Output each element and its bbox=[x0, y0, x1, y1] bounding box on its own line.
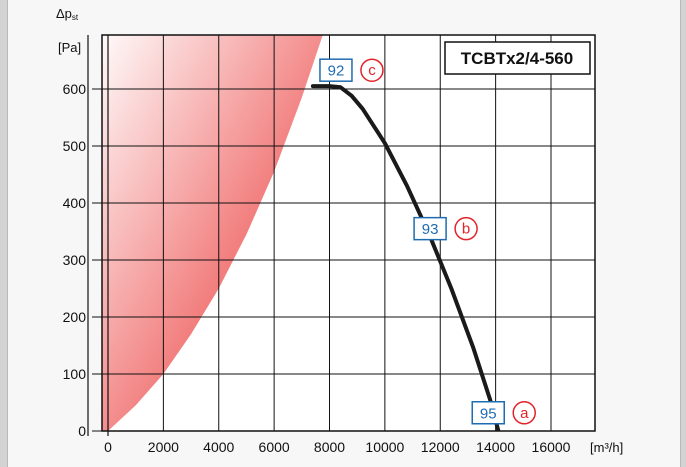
curve-marker: 92 c bbox=[319, 58, 384, 82]
y-tick-label: 600 bbox=[63, 81, 87, 97]
y-tick-label: 400 bbox=[63, 195, 87, 211]
y-tick-label: 500 bbox=[63, 138, 87, 154]
fan-performance-chart: 0 2000 4000 6000 8000 10000 12000 14000 16000 0 1… bbox=[56, 6, 623, 455]
operating-point-letter: b bbox=[462, 221, 470, 238]
efficiency-box bbox=[471, 401, 505, 425]
stall-region bbox=[102, 35, 323, 431]
y-tick-label: 0 bbox=[78, 423, 86, 439]
y-tick-labels: 0 100 200 300 400 500 600 bbox=[63, 81, 87, 439]
chart-title: TCBTx2/4-560 bbox=[461, 49, 573, 68]
x-tick-label: 6000 bbox=[259, 439, 290, 455]
y-tick-label: 300 bbox=[63, 252, 87, 268]
y-axis-subscript: st bbox=[72, 13, 79, 22]
grid bbox=[87, 35, 595, 436]
y-axis-unit: [Pa] bbox=[58, 40, 81, 55]
x-tick-label: 4000 bbox=[203, 439, 234, 455]
x-tick-label: 16000 bbox=[532, 439, 571, 455]
y-axis-label: Δpst bbox=[56, 6, 79, 22]
chart-frame: 0 2000 4000 6000 8000 10000 12000 14000 16000 0 1… bbox=[7, 0, 681, 467]
efficiency-box bbox=[413, 216, 447, 241]
title-box bbox=[444, 41, 591, 75]
x-tick-label: 2000 bbox=[148, 439, 179, 455]
x-tick-label: 12000 bbox=[421, 439, 460, 455]
efficiency-value: 93 bbox=[422, 221, 439, 238]
y-tick-label: 100 bbox=[63, 366, 87, 382]
y-axis-symbol: Δp bbox=[56, 6, 72, 21]
y-tick-label: 200 bbox=[63, 309, 87, 325]
fan-curve-line bbox=[310, 84, 501, 431]
x-axis-label: [m³/h] bbox=[590, 440, 623, 455]
x-tick-label: 0 bbox=[104, 439, 112, 455]
x-tick-label: 14000 bbox=[476, 439, 515, 455]
efficiency-value: 92 bbox=[328, 63, 345, 80]
x-tick-label: 10000 bbox=[365, 439, 404, 455]
efficiency-value: 95 bbox=[480, 405, 497, 422]
operating-point-letter: a bbox=[520, 405, 529, 422]
operating-point-circle bbox=[512, 401, 536, 425]
operating-point-circle bbox=[360, 58, 384, 82]
curve-markers: 92 c 93 b 95 a bbox=[319, 58, 536, 425]
curve-marker: 93 b bbox=[413, 216, 478, 241]
x-tick-labels: 0 2000 4000 6000 8000 10000 12000 14000 16000 bbox=[104, 439, 571, 455]
operating-point-circle bbox=[454, 216, 478, 241]
plot-border bbox=[101, 34, 596, 432]
efficiency-box bbox=[319, 58, 353, 82]
operating-point-letter: c bbox=[368, 62, 376, 79]
x-tick-label: 8000 bbox=[314, 439, 345, 455]
curve-marker: 95 a bbox=[471, 401, 536, 425]
